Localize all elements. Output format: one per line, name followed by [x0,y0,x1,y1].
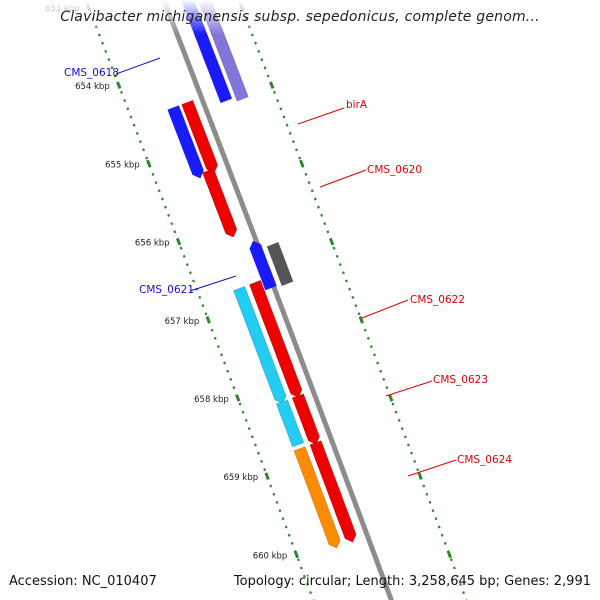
feature-cms-0620-block-1[interactable] [202,168,238,238]
feature-cms-0622-block-1[interactable] [249,279,303,398]
leader-bira [297,107,345,125]
top-fade [0,0,600,34]
feature-cms-0621-block-2[interactable] [249,240,277,291]
feature-label-cms-0618[interactable]: CMS_0618 [64,67,119,79]
feature-cms-0622-block-2[interactable] [233,286,287,404]
ruler-label-655kbp: 655 kbp [105,160,140,170]
genome-summary-text: Topology: circular; Length: 3,258,645 bp… [233,574,591,589]
leader-cms-0620 [319,169,367,188]
ruler-label-654kbp: 654 kbp [75,82,110,92]
leader-cms-0618 [115,57,161,75]
feature-bira-block-2[interactable] [167,105,205,179]
feature-layer [167,0,357,549]
feature-label-cms-0620[interactable]: CMS_0620 [367,164,422,176]
feature-label-cms-0622[interactable]: CMS_0622 [410,294,465,306]
leader-cms-0624 [407,459,457,477]
feature-cms-0624-block-1[interactable] [309,440,357,543]
feature-cms-0623-block-1[interactable] [291,393,320,445]
feature-label-cms-0623[interactable]: CMS_0623 [433,374,488,386]
accession-text: Accession: NC_010407 [9,574,157,589]
feature-label-bira[interactable]: birA [346,99,368,111]
ruler-label-658kbp: 658 kbp [194,395,229,405]
feature-label-cms-0621[interactable]: CMS_0621 [139,284,194,296]
ruler-label-656kbp: 656 kbp [135,239,170,249]
map-title: Clavibacter michiganensis subsp. sepedon… [60,9,540,25]
leader-cms-0623 [385,380,433,397]
genome-backbone [161,0,394,600]
feature-cms-0623-block-2[interactable] [275,399,305,448]
ruler-label-657kbp: 657 kbp [165,317,200,327]
leader-cms-0622 [361,299,409,319]
ruler-label-659kbp: 659 kbp [223,473,258,483]
feature-cms-0621-block-1[interactable] [266,241,294,287]
feature-labels: CMS_0618 birA CMS_0620 CMS_0621 CMS_0622 CMS_… [64,67,512,466]
label-leaders [115,57,457,477]
leader-cms-0621 [189,275,237,292]
feature-cms-0624-block-2[interactable] [293,446,341,549]
feature-label-cms-0624[interactable]: CMS_0624 [457,454,512,466]
ruler-label-660kbp: 660 kbp [253,551,288,561]
